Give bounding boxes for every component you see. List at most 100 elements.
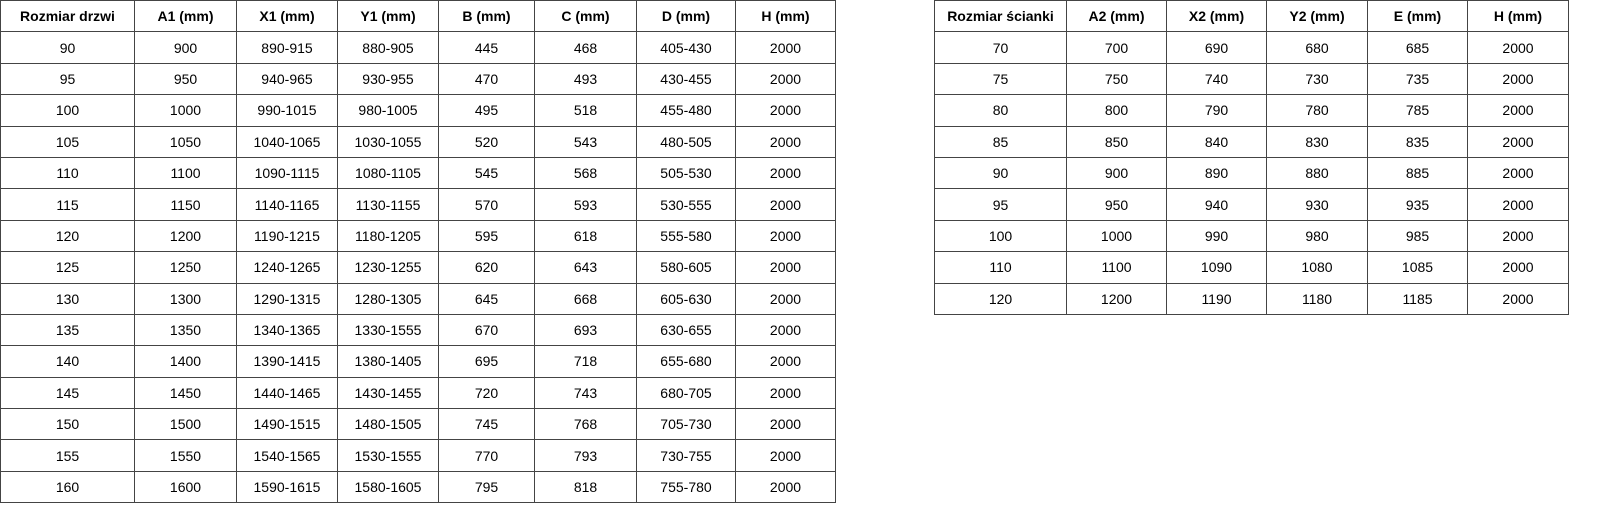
table-cell: 793 — [534, 439, 637, 472]
table-cell: 2000 — [1467, 282, 1569, 315]
table-cell: 2000 — [735, 345, 836, 378]
table-cell: 90 — [0, 31, 135, 64]
table-cell: 1480-1505 — [337, 408, 439, 441]
table-cell: 1030-1055 — [337, 125, 439, 158]
table-cell: 850 — [1066, 125, 1167, 158]
table-cell: 1190 — [1166, 282, 1267, 315]
table-row: 140 1400 1390-1415 1380-1405 695 718 655-680 20… — [0, 345, 836, 378]
table-cell: 2000 — [1467, 188, 1569, 221]
table-cell: 885 — [1367, 156, 1468, 190]
table-cell: 1280-1305 — [337, 282, 439, 315]
table-cell: 1350 — [134, 313, 237, 347]
table-cell: 1380-1405 — [337, 345, 439, 378]
table-cell: 105 — [0, 125, 135, 158]
table-cell: 145 — [0, 376, 135, 410]
table-cell: 95 — [934, 188, 1067, 221]
table-cell: 2000 — [735, 156, 836, 190]
table-cell: 445 — [438, 31, 535, 64]
table-cell: 1240-1265 — [236, 251, 338, 284]
table-cell: 1490-1515 — [236, 408, 338, 441]
table-cell: 1130-1155 — [337, 188, 439, 221]
table-cell: 1300 — [134, 282, 237, 315]
table-cell: 90 — [934, 156, 1067, 190]
table-row: 100 1000 990-1015 980-1005 495 518 455-480 2000 — [0, 94, 836, 127]
table-cell: 120 — [934, 282, 1067, 315]
table-cell: 830 — [1266, 125, 1368, 158]
table-cell: 1600 — [134, 470, 237, 504]
column-header: X2 (mm) — [1166, 0, 1267, 33]
table-cell: 2000 — [735, 125, 836, 158]
table-cell: 985 — [1367, 219, 1468, 253]
table-cell: 70 — [934, 31, 1067, 64]
table-row: 115 1150 1140-1165 1130-1155 570 593 530-555 20… — [0, 188, 836, 221]
table-cell: 150 — [0, 408, 135, 441]
table-cell: 890 — [1166, 156, 1267, 190]
table-cell: 115 — [0, 188, 135, 221]
column-header: B (mm) — [438, 0, 535, 33]
table-row: 95 950 940 930 935 2000 — [934, 188, 1569, 221]
table-cell: 730-755 — [636, 439, 736, 472]
table-cell: 480-505 — [636, 125, 736, 158]
table-cell: 555-580 — [636, 219, 736, 253]
table-cell: 530-555 — [636, 188, 736, 221]
table-cell: 95 — [0, 62, 135, 96]
table-cell: 720 — [438, 376, 535, 410]
column-header: Rozmiar ścianki — [934, 0, 1067, 33]
table-cell: 705-730 — [636, 408, 736, 441]
column-header: D (mm) — [636, 0, 736, 33]
table-cell: 100 — [934, 219, 1067, 253]
table-cell: 818 — [534, 470, 637, 504]
table-cell: 980 — [1266, 219, 1368, 253]
table-cell: 990-1015 — [236, 94, 338, 127]
table-row: 75 750 740 730 735 2000 — [934, 62, 1569, 96]
table-row: 70 700 690 680 685 2000 — [934, 31, 1569, 64]
table-cell: 935 — [1367, 188, 1468, 221]
table-cell: 1085 — [1367, 251, 1468, 284]
table-row: 80 800 790 780 785 2000 — [934, 94, 1569, 127]
table-cell: 1080 — [1266, 251, 1368, 284]
column-header: Rozmiar drzwi — [0, 0, 135, 33]
table-cell: 1550 — [134, 439, 237, 472]
table-cell: 1400 — [134, 345, 237, 378]
column-header: Y2 (mm) — [1266, 0, 1368, 33]
table-cell: 1140-1165 — [236, 188, 338, 221]
table-cell: 900 — [1066, 156, 1167, 190]
table-cell: 1000 — [1066, 219, 1167, 253]
table-cell: 2000 — [1467, 31, 1569, 64]
table-cell: 543 — [534, 125, 637, 158]
table-cell: 990 — [1166, 219, 1267, 253]
table-cell: 930-955 — [337, 62, 439, 96]
table-cell: 468 — [534, 31, 637, 64]
table-row: 105 1050 1040-1065 1030-1055 520 543 480-505 20… — [0, 125, 836, 158]
table-cell: 135 — [0, 313, 135, 347]
table-cell: 2000 — [1467, 156, 1569, 190]
table-cell: 740 — [1166, 62, 1267, 96]
table-row: 145 1450 1440-1465 1430-1455 720 743 680-705 20… — [0, 376, 836, 410]
table-cell: 2000 — [735, 376, 836, 410]
table-row: 150 1500 1490-1515 1480-1505 745 768 705-730 20… — [0, 408, 836, 441]
table-cell: 655-680 — [636, 345, 736, 378]
table-cell: 605-630 — [636, 282, 736, 315]
table-cell: 743 — [534, 376, 637, 410]
table-cell: 130 — [0, 282, 135, 315]
table-cell: 2000 — [735, 62, 836, 96]
table-cell: 1450 — [134, 376, 237, 410]
table-cell: 110 — [0, 156, 135, 190]
table-cell: 1290-1315 — [236, 282, 338, 315]
table-cell: 2000 — [735, 408, 836, 441]
table-cell: 593 — [534, 188, 637, 221]
table-row: 90 900 890-915 880-905 445 468 405-430 2000 — [0, 31, 836, 64]
table-cell: 890-915 — [236, 31, 338, 64]
table-cell: 1200 — [1066, 282, 1167, 315]
table-cell: 470 — [438, 62, 535, 96]
column-header: A2 (mm) — [1066, 0, 1167, 33]
table-cell: 795 — [438, 470, 535, 504]
table-cell: 2000 — [1467, 219, 1569, 253]
table-cell: 1440-1465 — [236, 376, 338, 410]
table-cell: 693 — [534, 313, 637, 347]
table-cell: 695 — [438, 345, 535, 378]
table-cell: 505-530 — [636, 156, 736, 190]
table-cell: 2000 — [735, 94, 836, 127]
table-cell: 745 — [438, 408, 535, 441]
table-cell: 1500 — [134, 408, 237, 441]
